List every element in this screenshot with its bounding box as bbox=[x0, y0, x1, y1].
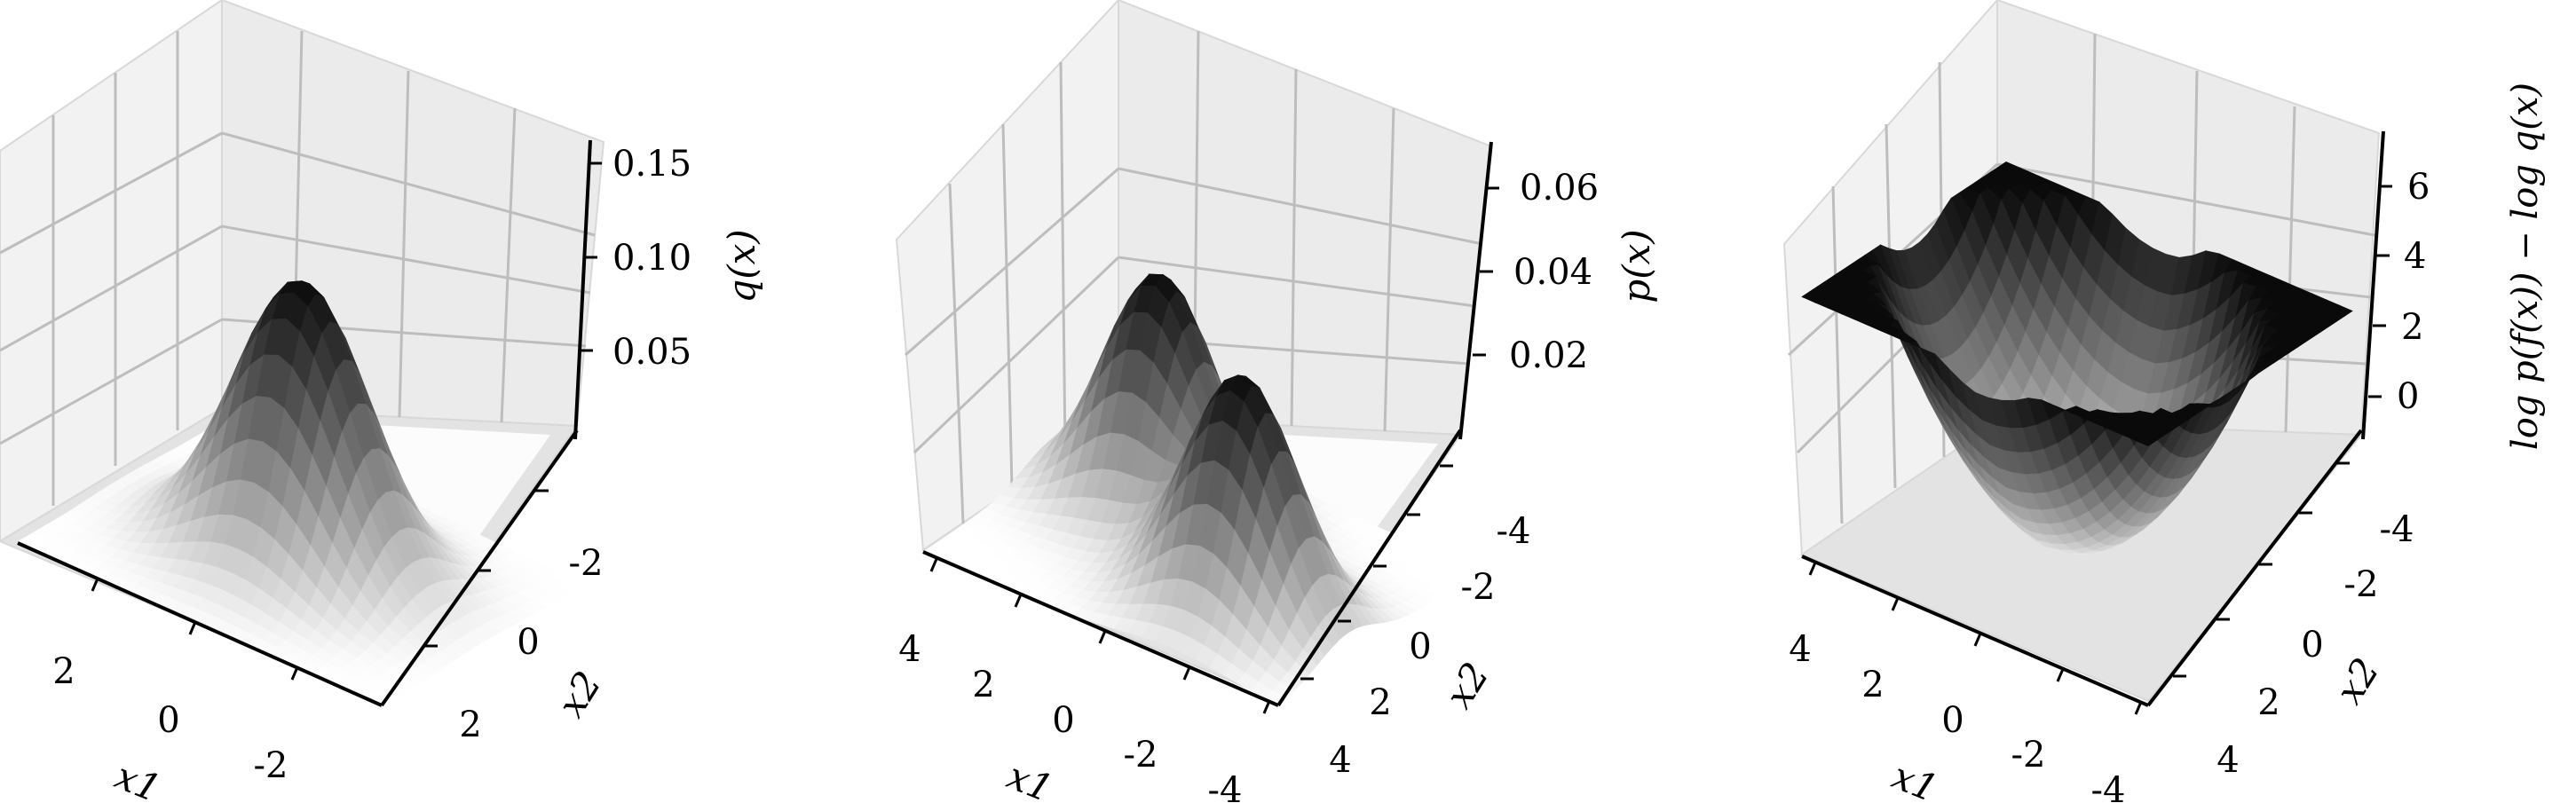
z-axis: 0.15 0.10 0.05 q(x) bbox=[573, 139, 763, 440]
tick bbox=[1262, 700, 1271, 714]
grid-line bbox=[1383, 107, 1395, 432]
x1-tick-label: 0 bbox=[1052, 700, 1074, 741]
z-axis-label: log p(f(x)) − log q(x) bbox=[2505, 83, 2546, 450]
x2-tick-label: 0 bbox=[517, 622, 539, 663]
grid-line bbox=[221, 131, 596, 237]
x2-tick-label: 2 bbox=[459, 705, 481, 745]
x2-tick-label: -2 bbox=[1461, 567, 1496, 608]
axis-line bbox=[1801, 555, 2149, 707]
panel-log-ratio: 4 2 0 -2 -4 x1 -4 -2 0 2 4 x2 bbox=[1782, 0, 2546, 811]
x1-tick-label: 2 bbox=[972, 665, 994, 705]
surface bbox=[922, 273, 1479, 705]
axis-line bbox=[2361, 130, 2385, 440]
grid-line bbox=[1118, 167, 1483, 246]
tick bbox=[1973, 633, 1982, 647]
tick bbox=[1891, 597, 1900, 611]
z-axis: 0.06 0.04 0.02 p(x) bbox=[1458, 141, 1658, 440]
x2-tick-label: -4 bbox=[2380, 509, 2414, 550]
panel-qx: 2 0 -2 x1 -2 0 2 x2 0.15 0.10 0.05 q(x) bbox=[0, 0, 763, 811]
panel-px: 4 2 0 -2 -4 x1 -4 -2 0 2 4 x2 0.06 bbox=[895, 0, 1658, 811]
x2-tick-label: 2 bbox=[1369, 682, 1391, 723]
z-axis: 6 4 2 0 log p(f(x)) − log q(x) bbox=[2361, 83, 2546, 450]
grid-line bbox=[500, 107, 517, 423]
x2-tick-label: -4 bbox=[1497, 511, 1531, 552]
tick bbox=[1808, 562, 1817, 576]
z-tick-label: 0.05 bbox=[612, 332, 691, 373]
x1-axis-label: x1 bbox=[1886, 753, 1944, 810]
x2-tick-label: 2 bbox=[2257, 682, 2280, 723]
z-tick-label: 0 bbox=[2397, 376, 2419, 417]
x1-tick-label: 2 bbox=[52, 651, 75, 692]
z-axis-label: q(x) bbox=[720, 229, 763, 303]
grid-line bbox=[948, 183, 965, 524]
x2-tick-label: 0 bbox=[2301, 625, 2323, 665]
axis-line bbox=[1458, 141, 1493, 440]
z-tick-label: 0.10 bbox=[612, 238, 691, 279]
grid-line bbox=[221, 224, 591, 295]
tick bbox=[91, 578, 99, 592]
z-axis-label: p(x) bbox=[1615, 229, 1658, 303]
x2-tick-label: 4 bbox=[1329, 740, 1351, 781]
axis-line bbox=[1276, 429, 1462, 707]
grid-line bbox=[1290, 68, 1298, 427]
x1-tick-label: -2 bbox=[2011, 735, 2046, 776]
axis-line bbox=[573, 139, 592, 440]
tick bbox=[2056, 668, 2065, 682]
axis-line bbox=[380, 429, 579, 707]
axis-line bbox=[2146, 429, 2363, 707]
x1-axis-label: x1 bbox=[109, 753, 167, 810]
x1-tick-label: -4 bbox=[1208, 770, 1243, 811]
grid-line bbox=[913, 256, 1120, 454]
x2-tick-label: -2 bbox=[2344, 564, 2379, 605]
x1-tick-label: -2 bbox=[1124, 735, 1158, 776]
x2-axis-label: x2 bbox=[549, 664, 610, 725]
x2-axis-label: x2 bbox=[1437, 655, 1497, 716]
x1-tick-label: 2 bbox=[1861, 665, 1884, 705]
grid-line bbox=[1001, 123, 1014, 489]
x2-axis-label: x2 bbox=[2327, 650, 2388, 712]
x1-tick-label: 0 bbox=[157, 700, 179, 741]
surface bbox=[17, 280, 587, 706]
z-tick-label: 0.15 bbox=[612, 144, 691, 185]
axis-line bbox=[17, 541, 383, 707]
grid-line bbox=[1831, 185, 1844, 524]
axis-line bbox=[922, 550, 1279, 707]
z-tick-label: 2 bbox=[2401, 307, 2423, 348]
grid-line bbox=[0, 131, 223, 255]
z-tick-label: 4 bbox=[2404, 236, 2426, 277]
tick bbox=[2134, 701, 2143, 715]
floor-pane bbox=[1799, 420, 2364, 703]
grid-line bbox=[1996, 162, 2375, 237]
surface-facet bbox=[2134, 434, 2157, 446]
x2-tick-label: 0 bbox=[1409, 626, 1431, 667]
x1-tick-label: -2 bbox=[254, 745, 288, 786]
tick bbox=[188, 621, 197, 635]
grid-line bbox=[1118, 256, 1476, 308]
z-tick-label: 0.06 bbox=[1520, 168, 1599, 209]
x1-axis-label: x1 bbox=[1001, 753, 1059, 810]
surface bbox=[1801, 161, 2353, 555]
x1-tick-label: 4 bbox=[898, 629, 921, 670]
grid-line bbox=[905, 167, 1119, 357]
tick bbox=[1098, 630, 1107, 644]
tick bbox=[1014, 594, 1023, 608]
grid-line bbox=[1059, 61, 1067, 455]
z-tick-label: 6 bbox=[2407, 167, 2430, 208]
x2-tick-label: 4 bbox=[2216, 740, 2239, 781]
z-tick-label: 0.02 bbox=[1509, 335, 1588, 376]
grid-line bbox=[2284, 106, 2296, 433]
grid-line bbox=[0, 224, 223, 352]
x2-tick-label: -2 bbox=[569, 543, 604, 584]
grid-line bbox=[0, 318, 223, 445]
tick bbox=[929, 558, 938, 572]
tick bbox=[290, 666, 299, 681]
x1-tick-label: -4 bbox=[2091, 770, 2126, 811]
x1-tick-label: 0 bbox=[1941, 700, 1964, 741]
grid-line bbox=[398, 70, 410, 418]
x1-tick-label: 4 bbox=[1789, 629, 1811, 670]
z-tick-label: 0.04 bbox=[1513, 252, 1592, 293]
tick bbox=[1182, 666, 1191, 681]
